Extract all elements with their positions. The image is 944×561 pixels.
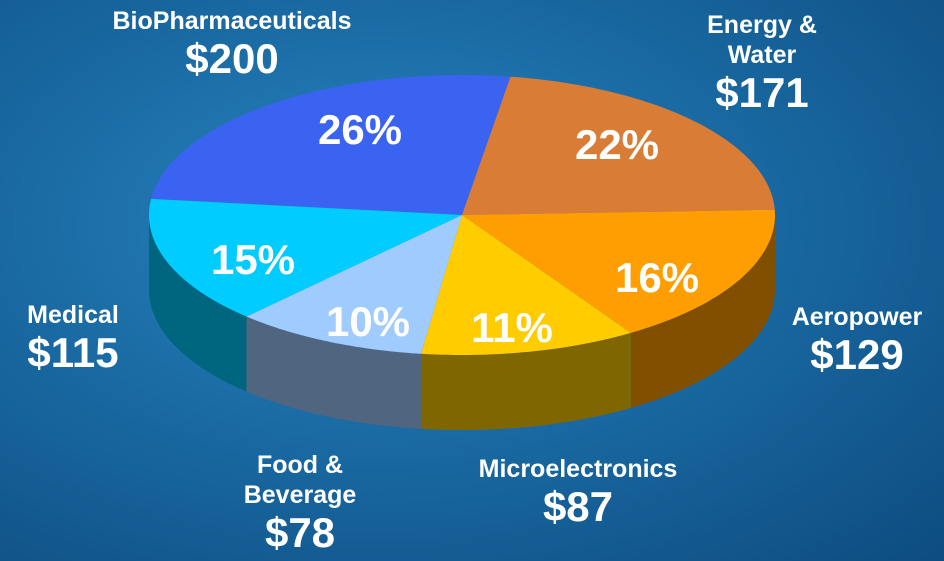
slice-label: Microelectronics $87 [479, 454, 678, 530]
slice [149, 198, 462, 317]
percent-label: 10% [325, 298, 411, 345]
slice [246, 215, 462, 354]
slice-side [630, 215, 775, 408]
slice-label: Medical $115 [27, 300, 119, 376]
value-label: $78 [264, 509, 336, 556]
slice-label: Food & Beverage $78 [244, 450, 357, 556]
slice [151, 75, 511, 215]
slice [462, 76, 775, 215]
value-label: $129 [810, 331, 904, 378]
percent-label: 11% [471, 304, 553, 351]
percent-label: 15% [210, 236, 296, 283]
slice-label: Aeropower $129 [792, 302, 923, 378]
value-label: $87 [542, 483, 614, 530]
slice [462, 209, 775, 333]
category-label: BioPharmaceuticals [112, 7, 352, 35]
category-label: Food & Beverage [243, 451, 357, 509]
slice [421, 215, 631, 355]
category-label: Medical [27, 301, 119, 329]
slice-label: BioPharmaceuticals $200 [113, 6, 352, 82]
category-label: Microelectronics [478, 455, 678, 483]
slice-side [149, 215, 247, 392]
slice-side [246, 316, 421, 429]
slice-side [421, 332, 631, 430]
percent-label: 22% [574, 121, 660, 168]
category-label: Energy & Water [707, 11, 817, 69]
value-label: $200 [185, 35, 279, 82]
category-label: Aeropower [791, 303, 923, 331]
value-label: $115 [27, 329, 119, 376]
percent-label: 16% [614, 254, 700, 301]
value-label: $171 [715, 69, 809, 116]
slice-label: Energy & Water $171 [707, 10, 817, 116]
percent-label: 26% [317, 106, 403, 153]
